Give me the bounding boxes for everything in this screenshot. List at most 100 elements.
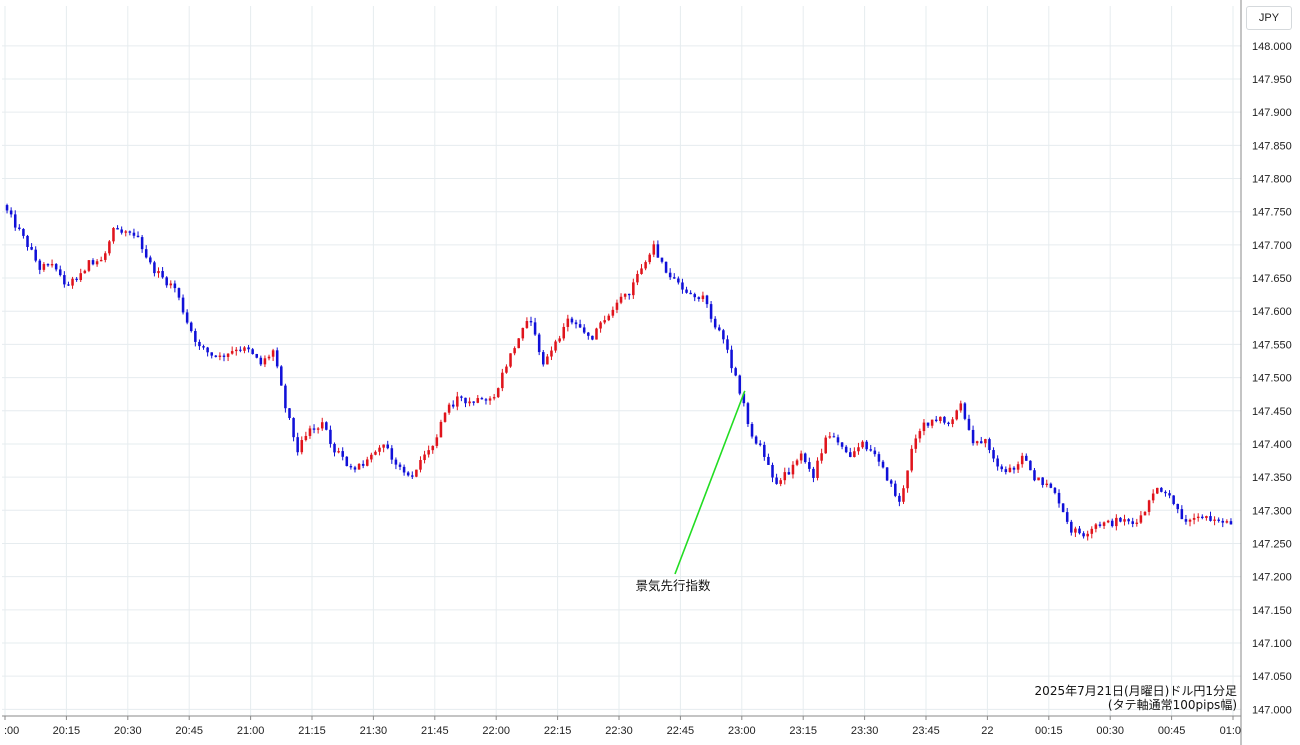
candle-body — [951, 419, 954, 425]
candle — [1180, 505, 1184, 520]
currency-label[interactable]: JPY — [1246, 6, 1292, 30]
candle-body — [746, 403, 750, 425]
candle-body — [333, 443, 336, 453]
candle — [296, 432, 299, 456]
y-tick-label: 147.000 — [1252, 704, 1292, 716]
candle-body — [235, 349, 238, 352]
candle — [91, 258, 95, 266]
candle-body — [652, 244, 656, 255]
candle-body — [853, 451, 856, 457]
candle-body — [104, 253, 107, 260]
candle — [591, 335, 594, 341]
y-tick-label: 147.250 — [1252, 538, 1292, 550]
candle — [824, 435, 827, 454]
candle — [812, 466, 815, 483]
candle — [116, 225, 119, 230]
candle — [370, 452, 373, 463]
candle-body — [505, 366, 508, 373]
candle-body — [1139, 515, 1143, 523]
candle-body — [271, 350, 275, 357]
candle — [316, 427, 320, 434]
candle — [816, 457, 819, 481]
candle — [509, 353, 512, 368]
candle — [664, 261, 668, 274]
y-tick-label: 147.450 — [1252, 406, 1292, 418]
candle-body — [173, 283, 177, 289]
y-tick-label: 147.750 — [1252, 207, 1292, 219]
candle-body — [1192, 518, 1196, 520]
candle-body — [9, 210, 13, 215]
candle — [349, 463, 353, 470]
candle — [71, 276, 74, 289]
candle — [861, 440, 864, 449]
y-tick-label: 148.000 — [1252, 41, 1292, 53]
candle-body — [537, 334, 541, 353]
candle-body — [1029, 460, 1032, 471]
candle — [402, 464, 406, 476]
candle-body — [218, 355, 222, 357]
candle-body — [95, 261, 99, 265]
candle-body — [738, 375, 742, 394]
candle-body — [934, 419, 938, 422]
candle — [206, 346, 209, 357]
candle — [194, 328, 197, 347]
candle — [136, 231, 140, 238]
candle — [337, 447, 340, 454]
candle-body — [1213, 519, 1216, 521]
candle-body — [419, 460, 422, 470]
candle-body — [226, 353, 230, 357]
candle-body — [280, 366, 283, 386]
candle — [521, 327, 525, 341]
candle — [488, 396, 492, 405]
chart-caption-line2: (タテ軸通常100pips幅) — [1107, 698, 1237, 712]
candle-body — [984, 439, 987, 444]
candle-body — [83, 270, 87, 274]
candle — [783, 467, 787, 485]
candle-body — [820, 453, 823, 461]
candle — [820, 448, 823, 464]
candle-body — [394, 459, 398, 465]
candle — [926, 422, 930, 428]
candle-body — [979, 441, 983, 444]
candle — [971, 425, 975, 446]
candle-body — [640, 268, 643, 274]
x-tick-label: 23:45 — [912, 725, 940, 737]
candle — [34, 246, 37, 263]
candle-body — [1074, 528, 1077, 533]
candle-body — [967, 418, 971, 430]
candle — [1000, 464, 1003, 472]
candle-body — [1221, 520, 1225, 523]
candle-body — [1090, 528, 1094, 534]
candle-body — [144, 249, 148, 258]
candle-body — [726, 339, 729, 350]
candle-body — [889, 480, 893, 484]
candle-body — [701, 295, 705, 300]
candle-body — [914, 438, 918, 449]
candle — [763, 441, 766, 461]
candle — [112, 227, 115, 244]
candle-body — [1008, 467, 1012, 473]
candle-body — [1180, 509, 1184, 520]
candle — [775, 473, 778, 485]
y-tick-label: 147.550 — [1252, 339, 1292, 351]
candle-body — [832, 436, 836, 438]
candle — [1094, 523, 1098, 533]
candle-body — [660, 257, 664, 262]
candle — [853, 447, 856, 458]
candle-body — [677, 278, 680, 283]
candle — [562, 323, 566, 341]
candle — [914, 434, 918, 453]
x-tick-label: 20:15 — [53, 725, 81, 737]
candle — [54, 262, 58, 272]
x-tick-label: 21:30 — [360, 725, 388, 737]
x-tick-label: 22:15 — [544, 725, 572, 737]
candle-body — [554, 341, 557, 351]
candle-body — [836, 437, 840, 443]
candle-body — [849, 452, 852, 457]
candle-body — [169, 283, 173, 286]
candle-body — [615, 302, 619, 310]
candle — [1164, 490, 1167, 497]
candle — [423, 450, 426, 464]
candle-body — [971, 429, 975, 444]
candle — [312, 424, 316, 434]
